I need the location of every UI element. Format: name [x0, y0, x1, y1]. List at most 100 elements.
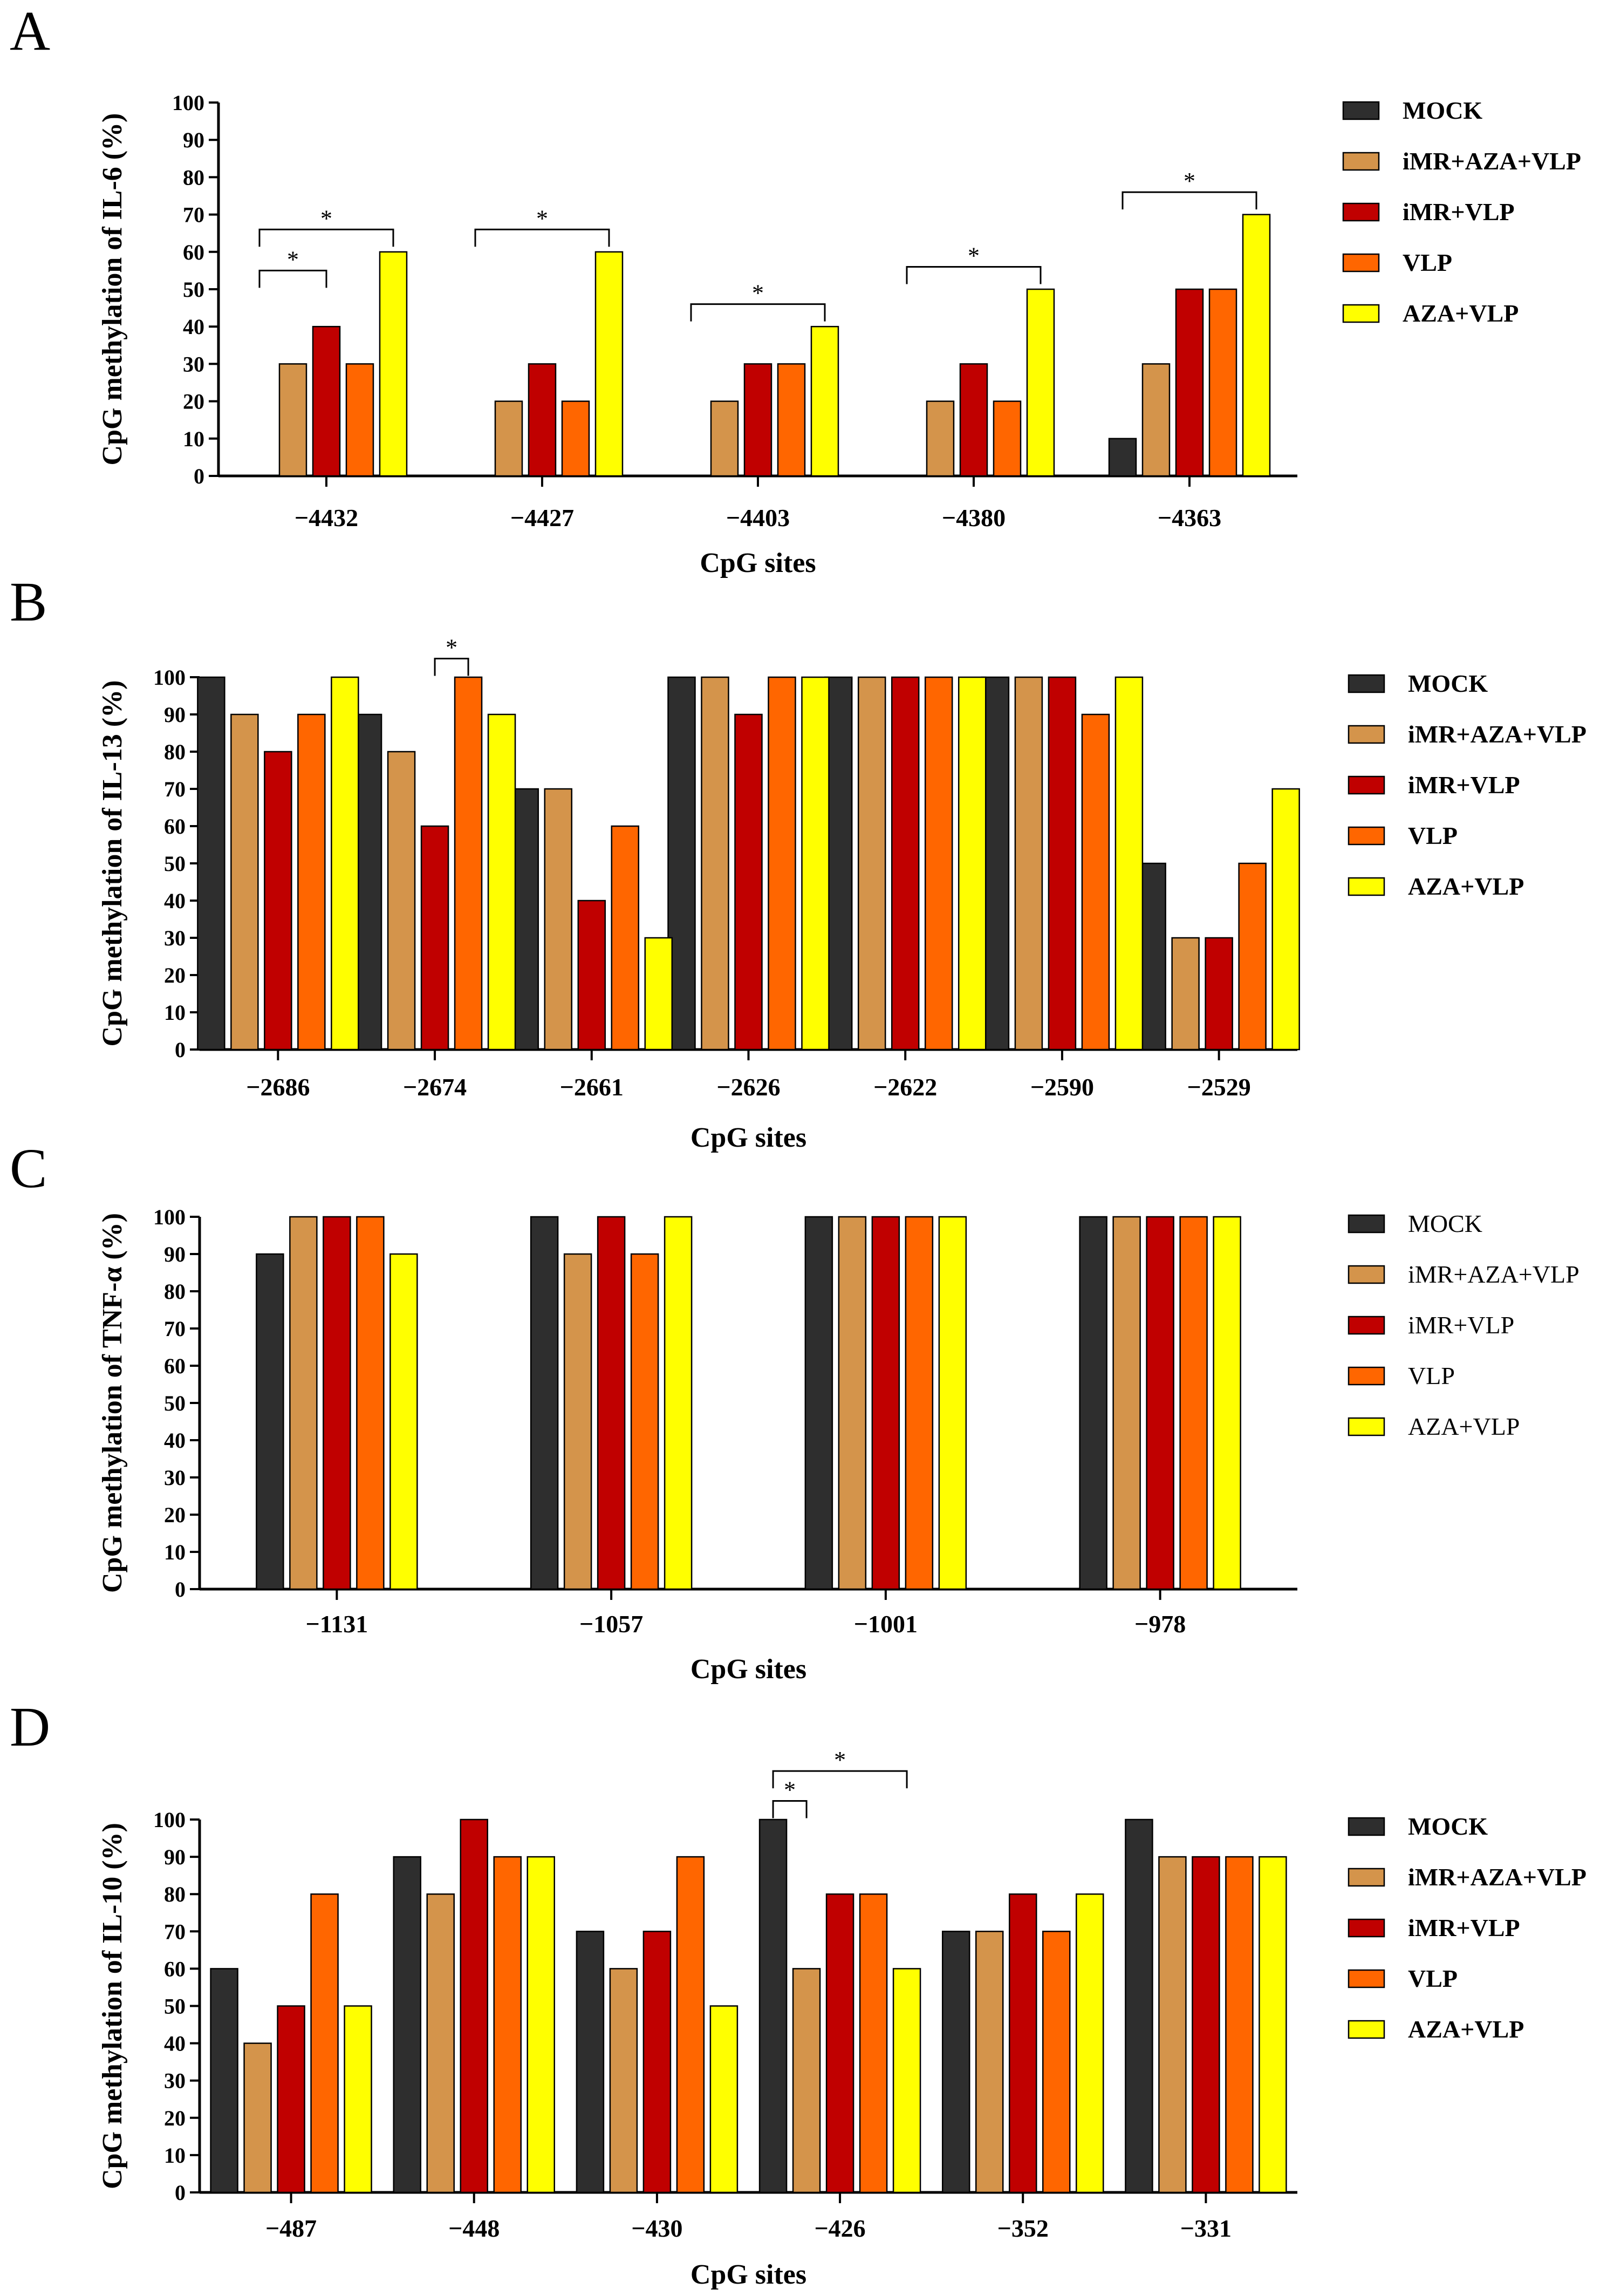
- bar: [905, 1216, 934, 1590]
- bar: [1048, 676, 1077, 1051]
- legend-label: iMR+AZA+VLP: [1403, 147, 1581, 175]
- bar: [942, 1931, 970, 2193]
- x-tick-label: −2529: [1187, 1073, 1251, 1101]
- significance-star: *: [320, 205, 332, 231]
- panel-letter: B: [10, 571, 47, 633]
- y-tick-label: 100: [153, 1205, 186, 1229]
- bar: [487, 713, 516, 1051]
- bar: [460, 1818, 488, 2193]
- x-tick-label: −1057: [579, 1610, 643, 1638]
- bar: [544, 788, 573, 1051]
- x-tick-label: −2661: [560, 1073, 624, 1101]
- bar: [1179, 1216, 1208, 1590]
- bar: [975, 1931, 1004, 2193]
- legend-swatch: [1348, 1417, 1385, 1436]
- legend-swatch: [1348, 1214, 1385, 1234]
- bar: [563, 1253, 592, 1590]
- x-tick-label: −4432: [295, 504, 358, 532]
- x-tick-label: −331: [1180, 2215, 1232, 2242]
- bar: [857, 676, 886, 1051]
- y-tick-label: 90: [164, 1242, 186, 1266]
- bar: [859, 1893, 888, 2193]
- significance-star: *: [1184, 168, 1195, 194]
- bar: [389, 1253, 418, 1590]
- legend-label: AZA+VLP: [1403, 299, 1519, 327]
- y-tick-label: 0: [175, 2181, 186, 2205]
- bar: [792, 1968, 821, 2193]
- y-tick-label: 40: [164, 889, 186, 913]
- y-tick-label: 70: [183, 203, 204, 227]
- y-tick-label: 30: [183, 352, 204, 376]
- bar: [871, 1216, 900, 1590]
- x-tick-label: −426: [814, 2215, 865, 2242]
- bar: [1242, 214, 1271, 477]
- bar: [1259, 1856, 1287, 2193]
- x-tick-label: −2622: [873, 1073, 937, 1101]
- significance-star: *: [287, 246, 299, 272]
- bar: [1081, 713, 1110, 1051]
- bar: [810, 325, 839, 477]
- bar: [1192, 1856, 1220, 2193]
- legend-label: VLP: [1408, 822, 1458, 849]
- significance-bracket: [690, 303, 826, 322]
- bar: [709, 2005, 738, 2193]
- bar: [297, 713, 326, 1051]
- significance-bracket: [434, 658, 469, 676]
- bar: [838, 1216, 867, 1590]
- significance-bracket: [258, 228, 394, 247]
- bar: [804, 1216, 833, 1590]
- bar: [454, 676, 483, 1051]
- bar: [1225, 1856, 1254, 2193]
- bar: [1114, 676, 1144, 1051]
- bar: [1009, 1893, 1037, 2193]
- y-tick-label: 80: [164, 1279, 186, 1304]
- bar: [493, 1856, 522, 2193]
- significance-star: *: [968, 242, 980, 269]
- significance-star: *: [446, 635, 457, 661]
- legend-swatch: [1348, 1868, 1385, 1887]
- bar: [892, 1968, 921, 2193]
- bar: [1042, 1931, 1071, 2193]
- bar: [743, 363, 772, 477]
- y-tick-label: 10: [164, 2143, 186, 2168]
- bar: [344, 2005, 372, 2193]
- y-tick-label: 70: [164, 777, 186, 801]
- bar: [1213, 1216, 1241, 1590]
- bar: [1238, 862, 1267, 1051]
- legend-label: MOCK: [1403, 97, 1482, 124]
- bar: [1146, 1216, 1174, 1590]
- y-tick-label: 30: [164, 2069, 186, 2093]
- bar: [393, 1856, 421, 2193]
- panel-letter: D: [10, 1696, 50, 1758]
- legend-label: iMR+VLP: [1408, 771, 1520, 799]
- y-tick-label: 70: [164, 1919, 186, 1944]
- bar: [1125, 1818, 1153, 2193]
- bar: [210, 1968, 238, 2193]
- bar: [1208, 288, 1237, 477]
- significance-bracket: [258, 269, 327, 288]
- bar: [331, 676, 359, 1051]
- legend-swatch: [1348, 1366, 1385, 1386]
- bar: [938, 1216, 967, 1590]
- y-tick-label: 60: [164, 1957, 186, 1981]
- y-tick-label: 10: [164, 1540, 186, 1564]
- legend-label: iMR+VLP: [1408, 1914, 1520, 1941]
- bar: [825, 1893, 854, 2193]
- y-tick-label: 10: [164, 1000, 186, 1025]
- bar: [993, 400, 1022, 477]
- y-tick-label: 90: [164, 1845, 186, 1869]
- bar: [768, 676, 796, 1051]
- x-tick-label: −2590: [1030, 1073, 1094, 1101]
- y-axis-title: CpG methylation of IL-10 (%): [97, 1823, 128, 2189]
- legend-swatch: [1348, 1969, 1385, 1988]
- y-tick-label: 80: [183, 165, 204, 189]
- y-tick-label: 30: [164, 1466, 186, 1490]
- legend-swatch: [1342, 202, 1380, 222]
- y-tick-label: 40: [183, 315, 204, 339]
- bar: [528, 363, 557, 477]
- bar: [1141, 363, 1171, 477]
- bar: [1171, 937, 1200, 1051]
- bar: [264, 751, 292, 1051]
- y-tick-label: 100: [153, 665, 186, 690]
- bar: [891, 676, 920, 1051]
